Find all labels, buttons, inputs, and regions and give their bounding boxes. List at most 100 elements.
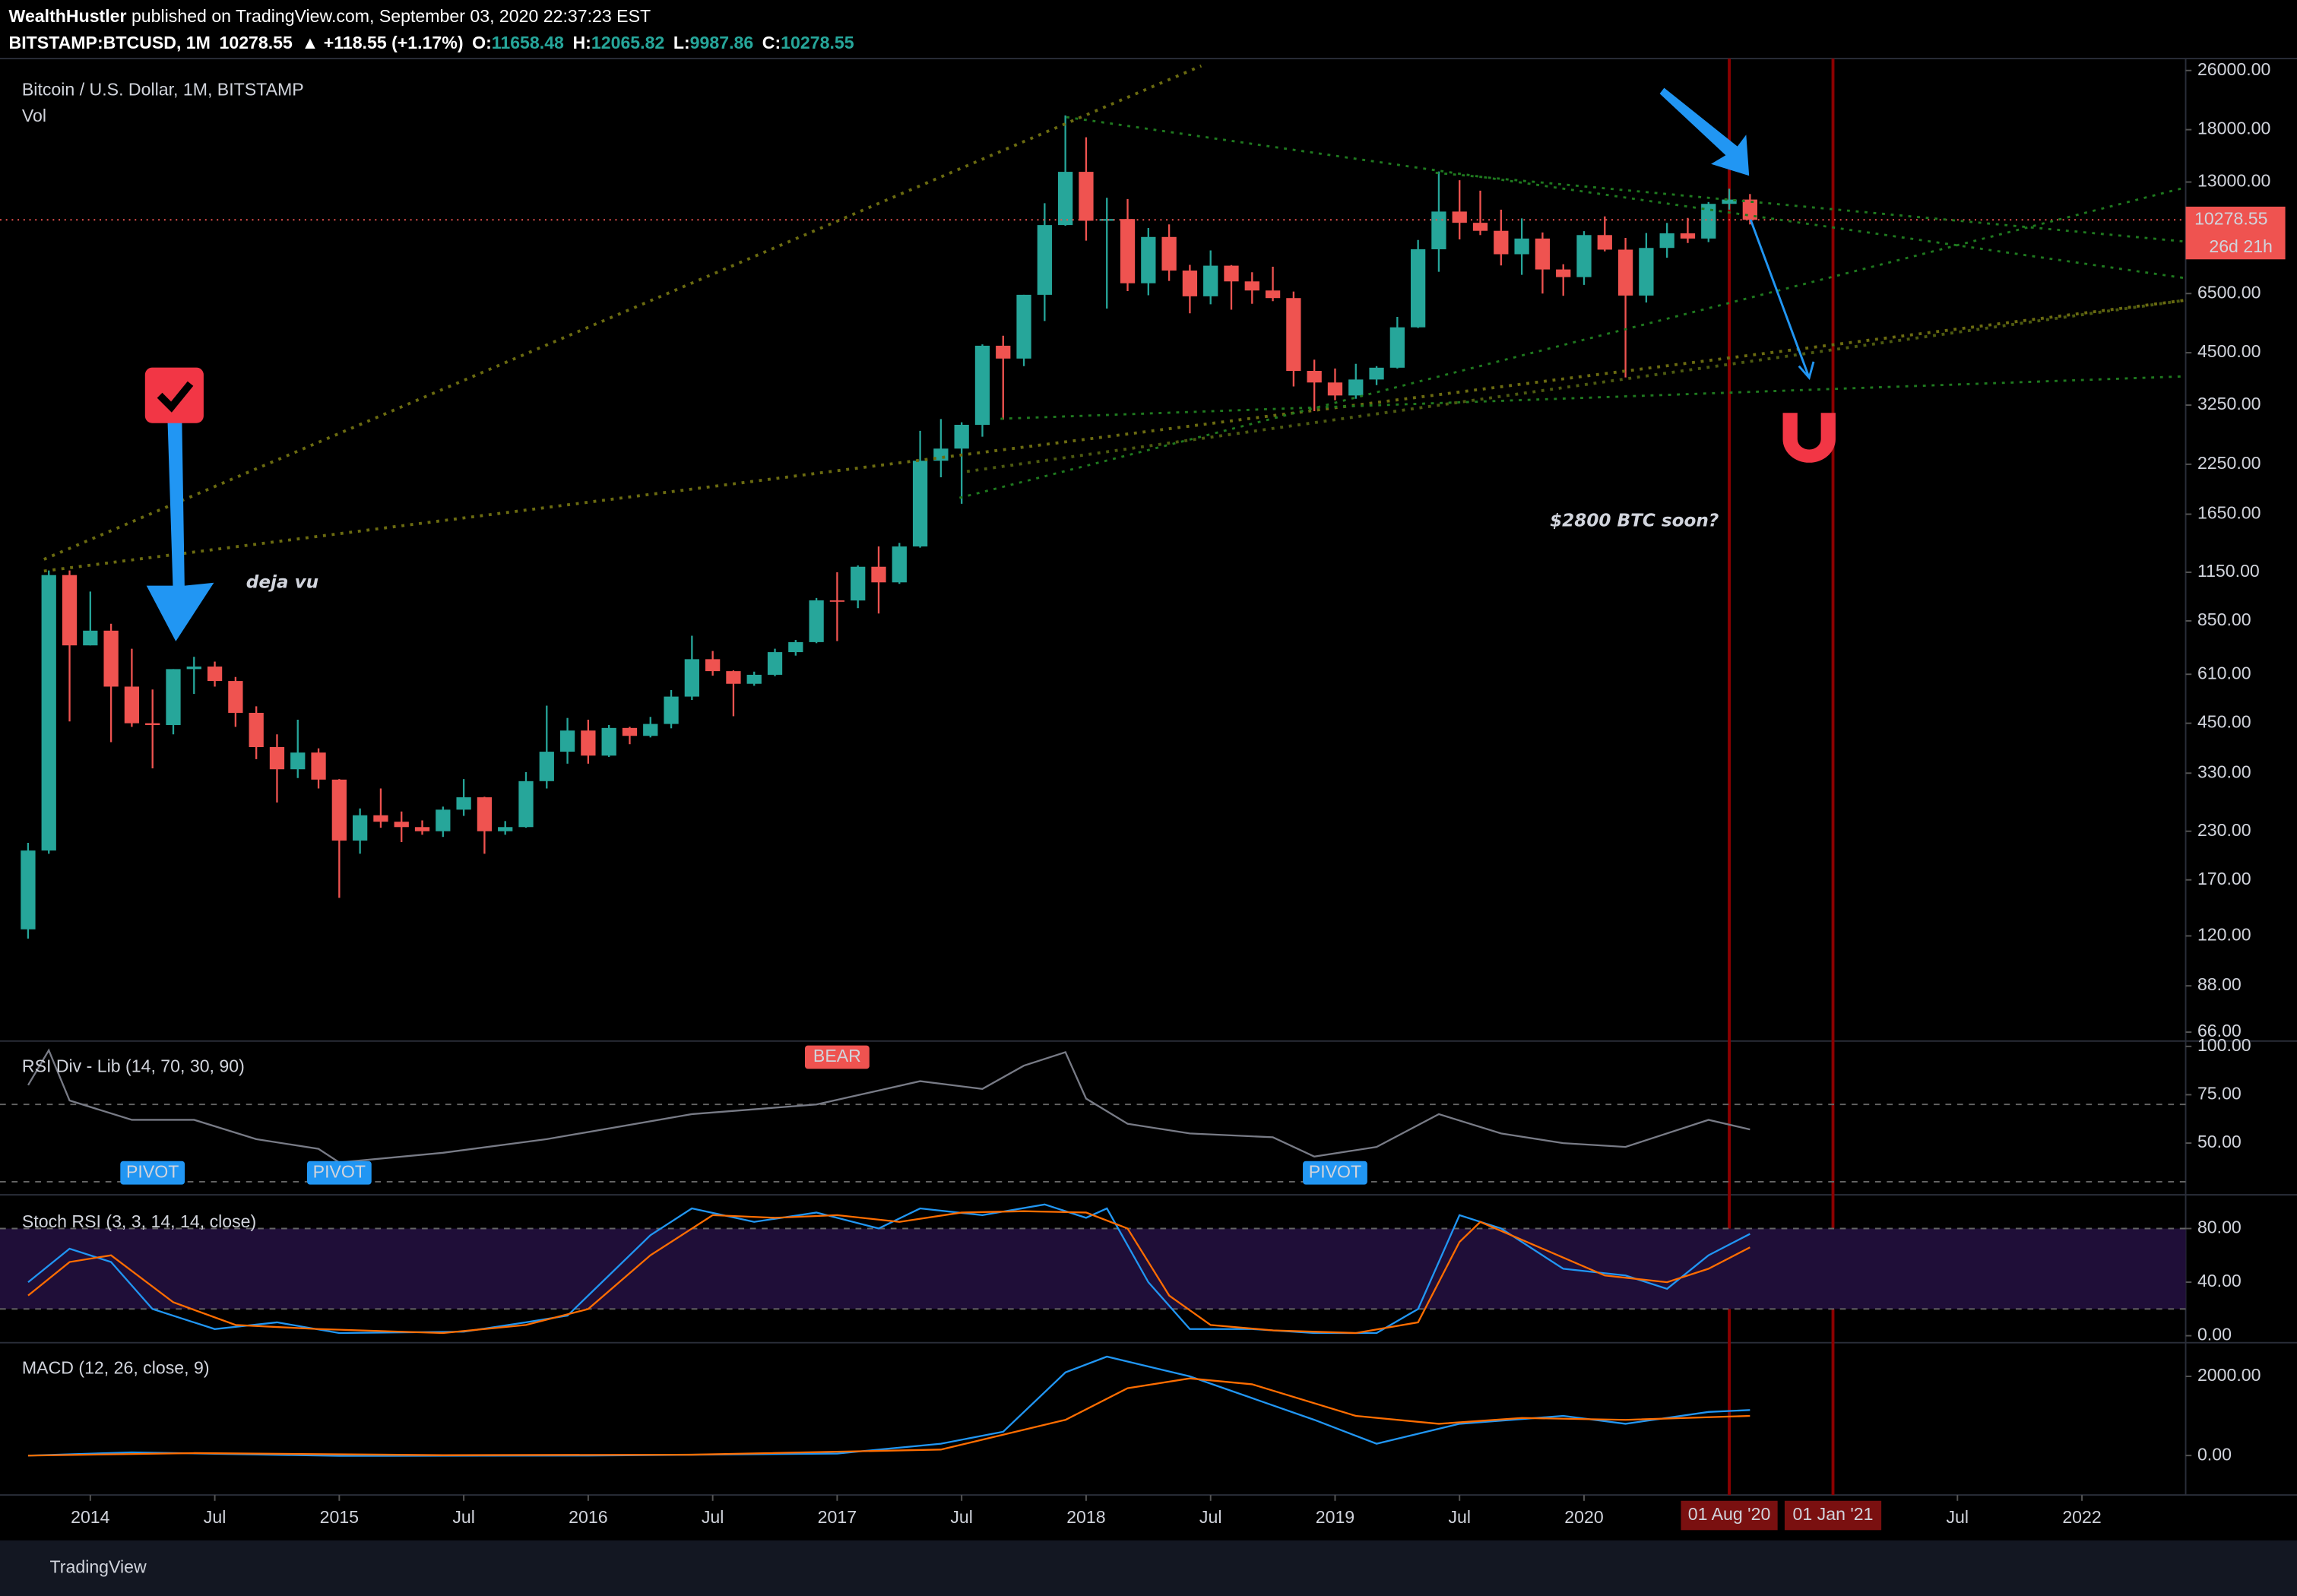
signal-label-text: PIVOT	[1309, 1161, 1361, 1181]
candle-body	[788, 641, 803, 653]
y-tick-label: 3250.00	[2197, 394, 2261, 413]
candle-body	[1141, 236, 1156, 283]
last-price-box	[2185, 206, 2286, 260]
y-tick-label: 0.00	[2197, 1444, 2232, 1464]
signal-label-text: PIVOT	[126, 1161, 179, 1181]
candle-body	[1389, 327, 1405, 368]
candle-body	[1224, 265, 1239, 282]
candle-body	[1722, 199, 1737, 204]
annotation: $2800 BTC soon?	[1550, 511, 1719, 530]
candle-body	[912, 461, 928, 547]
candle-body	[954, 424, 969, 449]
candle-body	[643, 724, 658, 736]
candle-body	[1431, 211, 1446, 249]
candle-body	[1265, 290, 1281, 299]
x-tick-label: Jul	[204, 1507, 227, 1527]
candle-body	[1556, 269, 1571, 277]
x-tick-label: 2015	[320, 1507, 359, 1527]
candle-body	[436, 809, 451, 831]
x-tick-label: Jul	[1199, 1507, 1222, 1527]
candle-body	[103, 630, 119, 687]
y-tick-label: 170.00	[2197, 869, 2251, 888]
footer	[0, 1540, 2297, 1596]
candle-body	[1369, 367, 1384, 380]
trend-line	[1066, 116, 2186, 280]
candle-body	[311, 752, 326, 780]
x-tick-label: 2017	[818, 1507, 857, 1527]
chart-subtitle: Vol	[22, 106, 46, 125]
plot-layer: 2014 Jul 2015 Jul 2016 Jul 2017 Jul 2018 Jul 2019 J…	[0, 59, 2297, 1531]
author: WealthHustler	[9, 6, 127, 26]
candle-body	[1597, 235, 1612, 250]
trend-line	[966, 299, 2186, 473]
candle-body	[539, 752, 554, 781]
annotation: deja vu	[246, 572, 318, 592]
candle-body	[829, 600, 845, 602]
candle-body	[145, 723, 160, 725]
change: ▲ +118.55 (+1.17%)	[301, 33, 463, 52]
x-tick-label: Jul	[1947, 1507, 1969, 1527]
candle-body	[62, 575, 78, 646]
candle-body	[767, 652, 783, 675]
candle-body	[249, 712, 264, 748]
candle-body	[892, 546, 907, 583]
c-value: 10278.55	[781, 33, 854, 52]
x-tick-label: 2019	[1316, 1507, 1354, 1527]
y-tick-label: 100.00	[2197, 1035, 2251, 1055]
candle-body	[1576, 235, 1592, 277]
candle-body	[1411, 249, 1426, 328]
y-tick-label: 66.00	[2197, 1021, 2242, 1040]
last-price-label: 10278.55	[2194, 208, 2267, 228]
candle-body	[601, 727, 616, 756]
date-badge-label: 01 Aug '20	[1688, 1504, 1771, 1524]
candle-body	[124, 686, 140, 724]
candle-body	[166, 669, 181, 725]
y-tick-label: 26000.00	[2197, 59, 2270, 79]
candle-body	[518, 781, 534, 828]
candle-body	[1617, 249, 1633, 296]
candle-body	[456, 797, 471, 810]
candle-body	[1348, 379, 1364, 396]
check-icon	[144, 367, 204, 423]
candle-body	[186, 667, 201, 670]
y-tick-label: 1650.00	[2197, 503, 2261, 523]
x-tick-label: 2018	[1066, 1507, 1105, 1527]
x-tick-label: Jul	[950, 1507, 973, 1527]
candle-body	[290, 752, 306, 770]
candle-body	[1659, 233, 1674, 249]
y-tick-label: 2000.00	[2197, 1365, 2261, 1385]
candle-body	[1307, 370, 1322, 383]
signal-label	[306, 1161, 372, 1185]
candle-body	[1494, 230, 1509, 255]
candle-body	[1079, 172, 1094, 221]
x-tick-label: 2020	[1564, 1507, 1603, 1527]
candle-body	[1535, 238, 1551, 270]
candle-body	[207, 667, 223, 682]
candle-body	[353, 815, 368, 841]
c-label: C:	[762, 33, 781, 52]
y-tick-label: 6500.00	[2197, 282, 2261, 302]
l-value: 9987.86	[690, 33, 754, 52]
projection-arrow	[1749, 219, 1815, 381]
h-label: H:	[572, 33, 591, 52]
candle-body	[394, 822, 409, 828]
y-tick-label: 18000.00	[2197, 119, 2270, 138]
pane-title: Bitcoin / U.S. Dollar, 1M, BITSTAMP	[22, 80, 304, 100]
x-tick-label: Jul	[1448, 1507, 1471, 1527]
candle-body	[1286, 298, 1301, 371]
candle-body	[1203, 265, 1218, 296]
check-mark	[157, 381, 194, 413]
header-line: WealthHustler published on TradingView.c…	[9, 6, 651, 26]
candle-body	[228, 681, 243, 713]
y-tick-label: 4500.00	[2197, 341, 2261, 361]
x-tick-label: 2014	[71, 1507, 110, 1527]
y-tick-label: 610.00	[2197, 663, 2251, 682]
y-tick-label: 0.00	[2197, 1325, 2232, 1344]
candle-body	[1244, 281, 1259, 291]
y-tick-label: 120.00	[2197, 925, 2251, 945]
candle-body	[1058, 172, 1073, 226]
candle-body	[1120, 219, 1136, 283]
candle-body	[1016, 294, 1031, 359]
pane-title: MACD (12, 26, close, 9)	[22, 1357, 210, 1377]
